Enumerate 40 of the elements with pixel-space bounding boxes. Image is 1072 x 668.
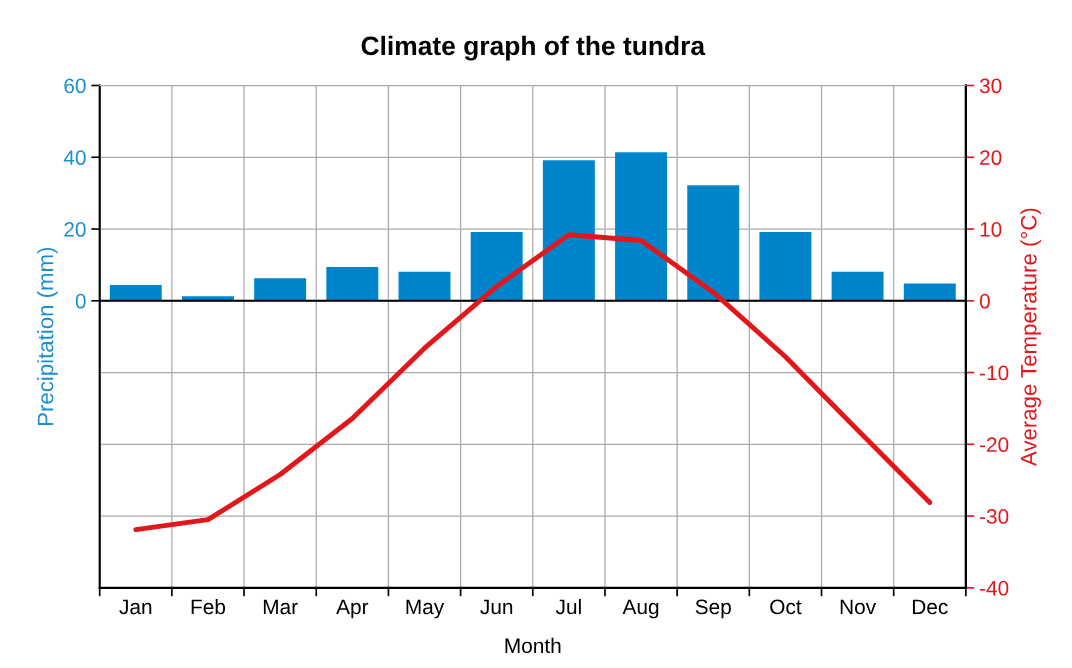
y2-tick-label: -40 bbox=[979, 580, 1009, 596]
y2-tick-label: 10 bbox=[980, 222, 1002, 237]
x-axis-title: Month bbox=[505, 637, 561, 654]
y-tick-label: 20 bbox=[64, 222, 86, 237]
bar bbox=[254, 278, 307, 301]
chart-title: Climate graph of the tundra bbox=[361, 35, 706, 61]
bar bbox=[470, 231, 523, 301]
x-tick-label: Aug bbox=[622, 599, 659, 619]
y2-axis-title: Average Temperature (°C) bbox=[1020, 208, 1041, 467]
y2-tick-label: -20 bbox=[979, 437, 1009, 453]
bar bbox=[759, 231, 812, 301]
x-tick-label: Apr bbox=[336, 599, 369, 619]
x-tick-label: May bbox=[406, 599, 445, 619]
line-series bbox=[133, 232, 933, 533]
x-tick-label: Mar bbox=[263, 599, 298, 615]
x-tick-label: Feb bbox=[191, 598, 226, 615]
bar bbox=[398, 271, 451, 301]
y-tick-label: 0 bbox=[75, 293, 86, 309]
bar bbox=[326, 267, 379, 301]
bar bbox=[687, 185, 740, 301]
bar bbox=[109, 285, 162, 301]
y2-tick-label: 30 bbox=[979, 78, 1002, 94]
x-tick-label: Nov bbox=[840, 599, 877, 615]
x-tick-label: Jan bbox=[119, 599, 152, 615]
y2-tick-label: 0 bbox=[979, 293, 990, 309]
y2-tick-label: 20 bbox=[980, 150, 1002, 166]
y-axis-title: Precipitation (mm) bbox=[37, 247, 58, 425]
x-tick-label: Jun bbox=[480, 599, 513, 615]
y-tick-label: 60 bbox=[64, 78, 86, 94]
bar bbox=[831, 271, 884, 301]
x-tick-label: Oct bbox=[770, 599, 802, 615]
x-tick-label: Jul bbox=[555, 598, 581, 615]
x-tick-label: Sep bbox=[695, 599, 731, 619]
bar bbox=[903, 283, 956, 301]
bar bbox=[542, 160, 595, 301]
bar bbox=[615, 152, 668, 301]
y-tick-label: 40 bbox=[63, 150, 86, 166]
y2-tick-label: -30 bbox=[979, 509, 1009, 524]
y2-tick-label: -10 bbox=[979, 365, 1009, 381]
x-tick-label: Dec bbox=[912, 599, 948, 615]
